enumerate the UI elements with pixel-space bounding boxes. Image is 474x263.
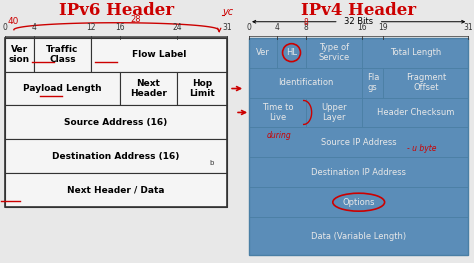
Text: vc: vc [222, 7, 233, 17]
Text: b: b [209, 160, 214, 166]
Bar [5, 38, 34, 72]
Text: 16: 16 [115, 23, 125, 32]
Text: Source IP Address: Source IP Address [321, 138, 397, 147]
Text: 16: 16 [357, 23, 367, 32]
Text: Ver
sion: Ver sion [9, 45, 30, 64]
Bar [5, 105, 227, 139]
Text: 4: 4 [31, 23, 36, 32]
Bar [249, 38, 468, 255]
Bar [362, 38, 468, 68]
Bar [249, 127, 468, 157]
Text: Time to
Live: Time to Live [262, 103, 293, 122]
Text: Source Address (16): Source Address (16) [64, 118, 168, 127]
Text: 32 Bits: 32 Bits [344, 17, 373, 26]
Bar [249, 217, 468, 255]
Bar [249, 157, 468, 187]
Text: 19: 19 [379, 23, 388, 32]
Text: 40: 40 [7, 17, 18, 26]
Bar [5, 38, 227, 207]
Bar [34, 38, 91, 72]
Text: IPv4 Header: IPv4 Header [301, 2, 416, 19]
Bar [177, 72, 227, 105]
Text: Flow Label: Flow Label [132, 50, 186, 59]
Text: Data (Variable Length): Data (Variable Length) [311, 232, 406, 241]
Text: 28: 28 [131, 15, 141, 24]
Text: IPv6 Header: IPv6 Header [58, 2, 173, 19]
Text: Hop
Limit: Hop Limit [189, 79, 215, 98]
Text: Traffic
Class: Traffic Class [46, 45, 79, 64]
Text: 24: 24 [172, 23, 182, 32]
Text: Payload Length: Payload Length [23, 84, 101, 93]
Bar [362, 68, 383, 98]
Text: Next Header / Data: Next Header / Data [67, 186, 165, 195]
Text: Header Checksum: Header Checksum [376, 108, 454, 117]
Bar [249, 68, 362, 98]
Text: Ver: Ver [256, 48, 270, 57]
Bar [249, 38, 277, 68]
Bar [5, 139, 227, 173]
Text: 0: 0 [246, 23, 252, 32]
Bar [5, 173, 227, 207]
Text: Type of
Service: Type of Service [319, 43, 350, 62]
Bar [362, 98, 468, 127]
Text: 31: 31 [222, 23, 232, 32]
Bar [91, 38, 227, 72]
Text: HL: HL [286, 48, 297, 57]
Text: Options: Options [342, 198, 375, 207]
Bar [5, 72, 119, 105]
Bar [306, 98, 362, 127]
Bar [249, 187, 468, 217]
Text: Destination Address (16): Destination Address (16) [53, 152, 180, 161]
Text: Fragment
Offset: Fragment Offset [406, 73, 446, 92]
Bar [306, 38, 362, 68]
Text: 0: 0 [2, 23, 8, 32]
Text: Identification: Identification [278, 78, 333, 87]
Text: 31: 31 [464, 23, 473, 32]
Text: Next
Header: Next Header [130, 79, 167, 98]
Bar [249, 98, 306, 127]
Text: Fla
gs: Fla gs [367, 73, 379, 92]
Bar [277, 38, 306, 68]
Text: - u byte: - u byte [407, 144, 437, 153]
Text: 4: 4 [275, 23, 280, 32]
Text: Total Length: Total Length [390, 48, 441, 57]
Text: Upper
Layer: Upper Layer [321, 103, 347, 122]
Text: during: during [267, 132, 292, 140]
Text: 8: 8 [303, 18, 308, 27]
Text: 12: 12 [86, 23, 96, 32]
Bar [119, 72, 177, 105]
Bar [383, 68, 468, 98]
Text: Destination IP Address: Destination IP Address [311, 168, 406, 177]
Text: 8: 8 [303, 23, 308, 32]
